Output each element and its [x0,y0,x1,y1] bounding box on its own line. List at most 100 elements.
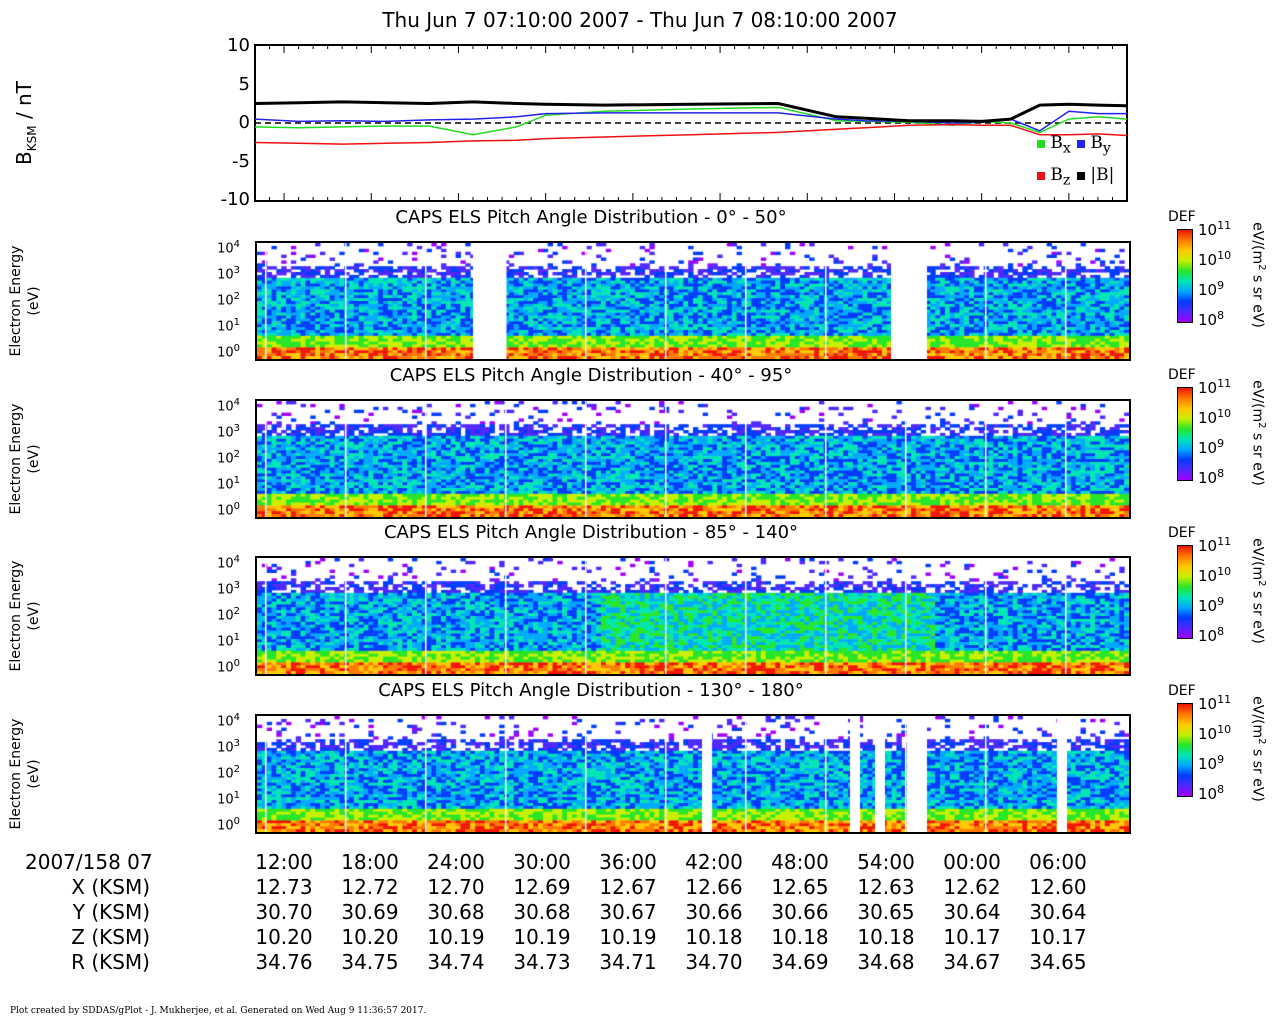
tick-base: 10 [217,425,234,441]
tick-exp: 11 [1217,535,1232,548]
energy-tick: 104 [200,554,240,571]
tick-base: 10 [1198,755,1218,773]
tick-base: 10 [1198,439,1218,457]
tick-exp: 8 [1217,467,1225,480]
energy-tick: 103 [200,580,240,597]
tick-exp: 1 [233,475,240,486]
ylabel-line: (eV) [26,601,42,631]
series-line-bx [254,106,1128,136]
spectrogram-image [255,714,1131,834]
tick-exp: 1 [233,317,240,328]
series-line-bz [254,123,1128,145]
tick-base: 10 [217,451,234,467]
ephemeris-value: 10.19 [599,925,657,949]
energy-tick: 101 [200,632,240,649]
ephemeris-value: 10.18 [857,925,915,949]
tick-exp: 3 [233,580,240,591]
tick-base: 10 [217,477,234,493]
colorbar-tick: 108 [1198,467,1224,487]
legend-btot: |B| [1077,165,1114,185]
tick-base: 10 [217,399,234,415]
time-label: 18:00 [341,850,399,874]
energy-tick: 101 [200,790,240,807]
colorbar-unit: eV/(m2 s sr eV) [1247,200,1267,350]
unit-part: s sr eV) [1249,270,1266,328]
energy-tick: 103 [200,738,240,755]
energy-tick: 100 [200,816,240,833]
time-label: 24:00 [427,850,485,874]
energy-tick: 104 [200,397,240,414]
unit-part: eV/(m [1249,222,1266,265]
colorbar-tick: 1011 [1198,377,1231,397]
tick-base: 10 [1198,221,1218,239]
ephemeris-value: 10.19 [427,925,485,949]
tick-exp: 1 [233,790,240,801]
colorbar-tick: 1011 [1198,535,1231,555]
tick-base: 10 [217,267,234,283]
tick-exp: 3 [233,265,240,276]
series-line-by [254,110,1127,132]
unit-part: eV/(m [1249,538,1266,581]
tick-base: 10 [217,582,234,598]
plot-title: Thu Jun 7 07:10:00 2007 - Thu Jun 7 08:1… [382,8,898,32]
mag-ytick: 10 [227,35,250,56]
tick-base: 10 [1198,281,1218,299]
ylabel-line: Electron Energy [8,403,24,515]
ephemeris-value: 34.67 [943,950,1001,974]
series-line-b [254,100,1128,123]
ephemeris-value: 30.67 [599,900,657,924]
time-label: 12:00 [255,850,313,874]
ephemeris-value: 12.60 [1029,875,1087,899]
tick-base: 10 [217,766,234,782]
colorbar-unit: eV/(m2 s sr eV) [1247,358,1267,508]
spectrogram-image [255,399,1131,519]
ephemeris-value: 12.69 [513,875,571,899]
time-label: 36:00 [599,850,657,874]
ephemeris-value: 30.66 [771,900,829,924]
tick-base: 10 [217,608,234,624]
tick-exp: 8 [1217,625,1225,638]
energy-tick: 102 [200,764,240,781]
mag-ytick: -10 [220,189,250,210]
tick-base: 10 [1198,627,1218,645]
ephemeris-value: 12.65 [771,875,829,899]
ephemeris-value: 10.20 [341,925,399,949]
ephemeris-label: X (KSM) [71,875,150,899]
legend-by: By [1077,133,1111,156]
mag-ylabel: BKSM / nT [12,81,39,165]
tick-exp: 4 [233,239,240,250]
tick-exp: 9 [1217,279,1225,292]
unit-part: s sr eV) [1249,744,1266,802]
footer-credit: Plot created by SDDAS/gPlot - J. Mukherj… [10,1006,427,1016]
unit-part: eV/(m [1249,380,1266,423]
ylabel-line: Electron Energy [8,718,24,830]
ephemeris-value: 12.67 [599,875,657,899]
spectrogram-ylabel: Electron Energy (eV) [7,384,43,534]
ephemeris-value: 30.65 [857,900,915,924]
colorbar-tick: 1011 [1198,219,1231,239]
energy-tick: 101 [200,475,240,492]
ephemeris-value: 30.68 [427,900,485,924]
tick-exp: 10 [1217,407,1232,420]
tick-exp: 3 [233,738,240,749]
ephemeris-value: 10.17 [1029,925,1087,949]
ylabel-line: (eV) [26,759,42,789]
ephemeris-value: 12.62 [943,875,1001,899]
tick-exp: 10 [1217,249,1232,262]
energy-tick: 100 [200,501,240,518]
colorbar-tick: 109 [1198,753,1224,773]
colorbar-tick: 108 [1198,625,1224,645]
tick-base: 10 [1198,311,1218,329]
ephemeris-value: 30.64 [943,900,1001,924]
tick-base: 10 [217,792,234,808]
tick-base: 10 [1198,379,1218,397]
ephemeris-value: 34.74 [427,950,485,974]
legend-swatch [1037,140,1045,148]
tick-base: 10 [1198,785,1218,803]
colorbar [1177,229,1193,323]
spectrogram-title: CAPS ELS Pitch Angle Distribution - 40° … [389,365,793,386]
spectrogram-title: CAPS ELS Pitch Angle Distribution - 0° -… [395,207,787,228]
ephemeris-value: 30.68 [513,900,571,924]
unit-part: eV/(m [1249,696,1266,739]
time-label: 06:00 [1029,850,1087,874]
